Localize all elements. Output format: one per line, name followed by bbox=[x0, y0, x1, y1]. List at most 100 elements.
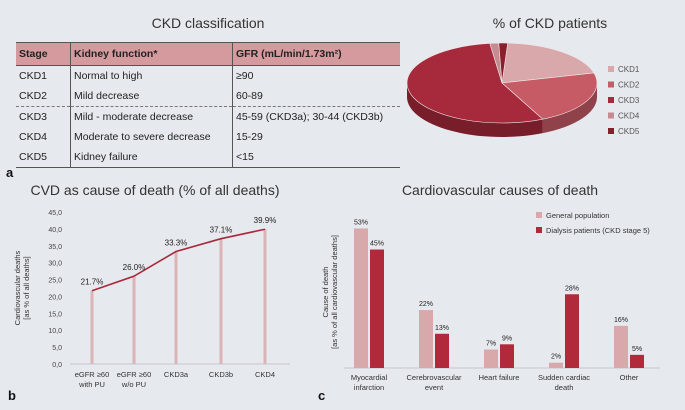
pie-slice-ckd5 bbox=[498, 42, 509, 84]
line-ytick-label: 45,0 bbox=[48, 210, 62, 217]
cell-function: Kidney failure bbox=[70, 147, 233, 168]
bar-category-label: Cerebrovascular bbox=[406, 373, 462, 382]
bar-general bbox=[419, 310, 433, 368]
cell-stage: CKD4 bbox=[16, 127, 71, 147]
line-category-label: CKD3b bbox=[209, 370, 233, 379]
pie-slice-ckd1 bbox=[501, 42, 595, 84]
bar-dialysis bbox=[630, 354, 644, 368]
line-series bbox=[91, 228, 266, 292]
pie-legend-label: CKD5 bbox=[618, 127, 640, 136]
pie-legend-label: CKD4 bbox=[618, 112, 640, 121]
table-row: CKD5 Kidney failure <15 bbox=[16, 147, 400, 168]
bar-dialysis bbox=[370, 249, 384, 368]
pie-slice-ckd2 bbox=[501, 72, 598, 120]
bar-category-label: Other bbox=[620, 373, 639, 382]
line-data-label: 37.1% bbox=[210, 226, 233, 235]
cell-function: Normal to high bbox=[70, 65, 233, 86]
line-category-label: eGFR ≥60 bbox=[117, 370, 152, 379]
line-ytick-label: 35,0 bbox=[48, 244, 62, 251]
ckd-classification-table: Stage Kidney function* GFR (mL/min/1.73m… bbox=[16, 42, 400, 168]
line-ytick-label: 10,0 bbox=[48, 328, 62, 335]
pie-legend-label: CKD3 bbox=[618, 96, 640, 105]
cell-stage: CKD1 bbox=[16, 65, 71, 86]
pie-slice-ckd4 bbox=[489, 42, 503, 84]
bar-category-label: death bbox=[555, 383, 574, 392]
bar-general bbox=[614, 325, 628, 368]
line-ytick-label: 5,0 bbox=[52, 345, 62, 352]
pie-side-ckd3 bbox=[407, 83, 543, 138]
table-row: CKD1 Normal to high ≥90 bbox=[16, 65, 400, 86]
bar-data-label: 53% bbox=[354, 219, 368, 226]
bar-data-label: 7% bbox=[486, 341, 496, 348]
cell-function: Mild decrease bbox=[70, 86, 233, 107]
line-category-label: CKD4 bbox=[255, 370, 275, 379]
pie-chart-title: % of CKD patients bbox=[492, 15, 608, 31]
table-row: CKD2 Mild decrease 60-89 bbox=[16, 86, 400, 107]
bar-dialysis bbox=[565, 294, 579, 368]
pie-side-ckd2 bbox=[542, 83, 597, 134]
pie-legend-label: CKD1 bbox=[618, 65, 640, 74]
bar-ylabel: Cause of death bbox=[321, 267, 330, 318]
bar-data-label: 16% bbox=[614, 317, 628, 324]
pie-legend-swatch bbox=[608, 97, 614, 103]
bar-chart-title: Cardiovascular causes of death bbox=[401, 182, 599, 198]
line-chart-title: CVD as cause of death (% of all deaths) bbox=[30, 182, 280, 198]
bar-legend-label: Dialysis patients (CKD stage 5) bbox=[546, 226, 650, 235]
table-header-row: Stage Kidney function* GFR (mL/min/1.73m… bbox=[16, 42, 400, 66]
header-stage: Stage bbox=[16, 42, 71, 66]
line-ytick-label: 40,0 bbox=[48, 227, 62, 234]
panel-label-b: b bbox=[8, 388, 16, 403]
line-category-label: with PU bbox=[78, 380, 105, 389]
bar-data-label: 2% bbox=[551, 354, 561, 361]
bar-category-label: Sudden cardiac bbox=[538, 373, 590, 382]
bar-legend-label: General population bbox=[546, 211, 609, 220]
pie-legend-swatch bbox=[608, 66, 614, 72]
header-gfr: GFR (mL/min/1.73m²) bbox=[232, 42, 400, 66]
line-ytick-label: 30,0 bbox=[48, 261, 62, 268]
cell-gfr: 60-89 bbox=[236, 90, 263, 102]
bar-dialysis bbox=[435, 333, 449, 368]
bar-category-label: event bbox=[425, 383, 444, 392]
bar-data-label: 13% bbox=[435, 325, 449, 332]
table-row: CKD3 Mild - moderate decrease 45-59 (CKD… bbox=[16, 106, 400, 127]
pie-slice-ckd3 bbox=[406, 43, 544, 124]
bar-data-label: 22% bbox=[419, 301, 433, 308]
bar-category-label: Myocardial bbox=[351, 373, 388, 382]
panel-label-a: a bbox=[6, 165, 14, 180]
header-kidney-function: Kidney function* bbox=[70, 42, 233, 66]
bar-general bbox=[354, 228, 368, 368]
bar-data-label: 28% bbox=[565, 285, 579, 292]
cell-gfr: 15-29 bbox=[236, 131, 263, 143]
bar-ylabel: [as % of all cardiovascular deaths] bbox=[330, 235, 339, 349]
cell-gfr: ≥90 bbox=[236, 70, 254, 82]
line-category-label: CKD3a bbox=[164, 370, 189, 379]
pie-legend-label: CKD2 bbox=[618, 81, 640, 90]
line-ytick-label: 0,0 bbox=[52, 362, 62, 369]
cell-stage: CKD3 bbox=[16, 106, 71, 127]
table-title: CKD classification bbox=[151, 15, 265, 31]
pie-legend-swatch bbox=[608, 128, 614, 134]
cell-gfr: <15 bbox=[232, 147, 400, 168]
bar-data-label: 9% bbox=[502, 335, 512, 342]
bar-legend-swatch bbox=[536, 227, 542, 233]
line-ylabel: Cardiovascular deaths bbox=[13, 250, 22, 325]
line-category-label: eGFR ≥60 bbox=[75, 370, 110, 379]
bar-data-label: 45% bbox=[370, 241, 384, 248]
line-data-label: 39.9% bbox=[254, 216, 277, 225]
line-data-label: 26.0% bbox=[123, 263, 146, 272]
bar-data-label: 5% bbox=[632, 346, 642, 353]
bar-category-label: Heart failure bbox=[479, 373, 520, 382]
cell-function: Mild - moderate decrease bbox=[70, 106, 233, 127]
bar-category-label: infarction bbox=[354, 383, 384, 392]
pie-legend-swatch bbox=[608, 112, 614, 119]
bar-general bbox=[484, 349, 498, 368]
table-row: CKD4 Moderate to severe decrease 15-29 bbox=[16, 127, 400, 147]
line-data-label: 21.7% bbox=[81, 278, 104, 287]
cell-function: Moderate to severe decrease bbox=[70, 127, 233, 147]
bar-legend-swatch bbox=[536, 212, 542, 218]
line-data-label: 33.3% bbox=[165, 239, 188, 248]
bar-general bbox=[549, 362, 563, 368]
line-ytick-label: 25,0 bbox=[48, 278, 62, 285]
cell-gfr: 45-59 (CKD3a); 30-44 (CKD3b) bbox=[232, 106, 400, 127]
panel-label-c: c bbox=[318, 388, 326, 403]
